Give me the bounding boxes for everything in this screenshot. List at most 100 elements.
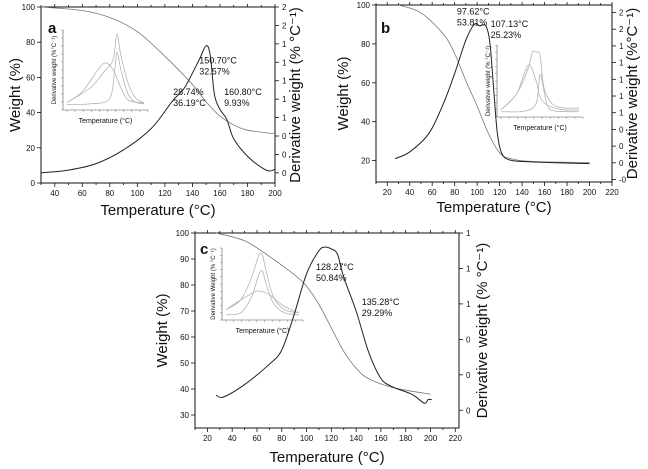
y-tick-label: 80 — [361, 40, 370, 49]
y2-tick-label: 0 — [619, 142, 624, 151]
y2-tick-label: 1 — [619, 59, 624, 68]
y2-tick-label: 1 — [282, 77, 287, 86]
x-axis-title: Temperature (°C) — [100, 202, 215, 219]
y2-tick-label: 0 — [619, 159, 624, 168]
y2-tick-label: 1 — [282, 58, 287, 67]
y-tick-label: 20 — [26, 144, 35, 153]
y-tick-label: 20 — [361, 157, 370, 166]
inset-y-axis-title: Derivative weight (% °C⁻¹) — [486, 46, 492, 116]
x-tick-label: 80 — [450, 188, 459, 197]
y-tick-label: 40 — [361, 118, 370, 127]
y2-tick-label: 0 — [282, 150, 287, 159]
x-tick-label: 160 — [538, 188, 552, 197]
y-axis-title: Weight (%) — [335, 57, 352, 131]
y2-tick-label: 1 — [619, 92, 624, 101]
annotation-line: 53.81% — [457, 18, 488, 28]
y-tick-label: 100 — [22, 3, 36, 12]
annotation-line: 135.28°C — [362, 297, 400, 307]
peak-annotation: 107.13°C 25.23% — [491, 19, 529, 40]
y-tick-label: 100 — [176, 229, 190, 238]
inset-x-axis-title: Temperature (°C) — [79, 117, 133, 125]
peak-annotation: 97.62°C 53.81% — [457, 7, 490, 28]
annotation-line: 32.57% — [199, 66, 230, 76]
inset-chart: Temperature (°C) Derivative weight (%°C⁻¹… — [52, 29, 149, 125]
y-tick-label: 50 — [180, 359, 189, 368]
y-tick-label: 30 — [180, 411, 189, 420]
y2-axis-title: Derivative weight (% °C⁻¹) — [474, 243, 491, 419]
x-tick-label: 80 — [277, 434, 286, 443]
y2-tick-label: 0 — [282, 169, 287, 178]
inset-series-line-2 — [225, 269, 300, 316]
y2-tick-label: 2 — [282, 3, 287, 12]
inset-chart: Temperature (°C) Derivative Weight (% °C⁻… — [211, 247, 304, 335]
x-tick-label: 200 — [268, 189, 282, 198]
y2-tick-label: 0 — [466, 406, 471, 415]
y2-tick-label: 1 — [282, 95, 287, 104]
y-tick-label: 80 — [180, 281, 189, 290]
annotation-line: 36.19°C — [173, 98, 206, 108]
derivative-weight-curve — [40, 45, 276, 174]
inset-series-line-1 — [500, 50, 580, 111]
inset-chart: Temperature (°C) Derivative weight (% °C⁻… — [486, 44, 584, 132]
panel-letter: a — [48, 20, 57, 37]
annotation-line: 25.23% — [491, 30, 522, 40]
y2-axis-title: Derivative weight (%°C⁻¹) — [624, 8, 641, 179]
y-tick-label: 70 — [180, 307, 189, 316]
y-axis-title: Weight (%) — [7, 58, 24, 132]
inset-series-line-1 — [225, 252, 300, 314]
annotation-line: 107.13°C — [491, 19, 529, 29]
y2-tick-label: 1 — [282, 40, 287, 49]
derivative-weight-curve — [394, 22, 590, 165]
x-tick-label: 140 — [349, 434, 363, 443]
annotation-line: 128.27°C — [316, 262, 354, 272]
inset-series-line-3 — [225, 290, 300, 314]
y2-tick-label: 1 — [619, 42, 624, 51]
plot-frame — [194, 232, 460, 429]
y2-axis-title: Derivative weight (% °C⁻¹) — [287, 7, 304, 183]
y-tick-label: 90 — [180, 255, 189, 264]
y2-tick-label: 2 — [619, 25, 624, 34]
x-tick-label: 220 — [449, 434, 463, 443]
x-tick-label: 220 — [605, 188, 619, 197]
x-tick-label: 160 — [374, 434, 388, 443]
plot-frame — [375, 4, 613, 183]
y-tick-label: 60 — [26, 73, 35, 82]
weight-curve — [215, 232, 431, 395]
y-tick-label: 80 — [26, 38, 35, 47]
y2-tick-label: 1 — [619, 109, 624, 118]
inset-series-line-3 — [66, 62, 145, 104]
y2-tick-label: 2 — [282, 21, 287, 30]
inset-series-line-1 — [66, 33, 145, 103]
peak-annotation: 150.70°C 32.57% — [199, 55, 237, 76]
x-axis-title: Temperature (°C) — [269, 449, 384, 466]
x-tick-label: 60 — [78, 189, 87, 198]
x-tick-label: 180 — [560, 188, 574, 197]
y2-tick-label: 1 — [282, 114, 287, 123]
panel-letter: b — [381, 20, 390, 37]
y-tick-label: 40 — [26, 109, 35, 118]
peak-annotation: 28.74% 36.19°C — [173, 87, 206, 108]
x-tick-label: 20 — [203, 434, 212, 443]
plot-frame — [40, 6, 276, 184]
inset-y-axis-title: Derivative Weight (% °C⁻¹) — [211, 248, 217, 319]
annotation-line: 9.93% — [224, 98, 250, 108]
annotation-line: 150.70°C — [199, 55, 237, 65]
inset-series-line-2 — [500, 64, 580, 111]
x-tick-label: 40 — [228, 434, 237, 443]
annotation-line: 160.80°C — [224, 87, 262, 97]
weight-curve — [398, 4, 590, 163]
x-tick-label: 60 — [253, 434, 262, 443]
y-tick-label: 0 — [31, 179, 36, 188]
panel-c: 20 40 60 80 100 120 140 160 180 200 22030405060708… — [154, 229, 491, 466]
annotation-line: 97.62°C — [457, 7, 490, 17]
x-tick-label: 100 — [300, 434, 314, 443]
x-tick-label: 180 — [241, 189, 255, 198]
x-tick-label: 80 — [105, 189, 114, 198]
x-tick-label: 200 — [424, 434, 438, 443]
x-tick-label: 140 — [186, 189, 200, 198]
x-tick-label: 200 — [583, 188, 597, 197]
y-tick-label: 60 — [361, 79, 370, 88]
y2-tick-label: 2 — [619, 9, 624, 18]
y2-tick-label: -0 — [619, 175, 627, 184]
